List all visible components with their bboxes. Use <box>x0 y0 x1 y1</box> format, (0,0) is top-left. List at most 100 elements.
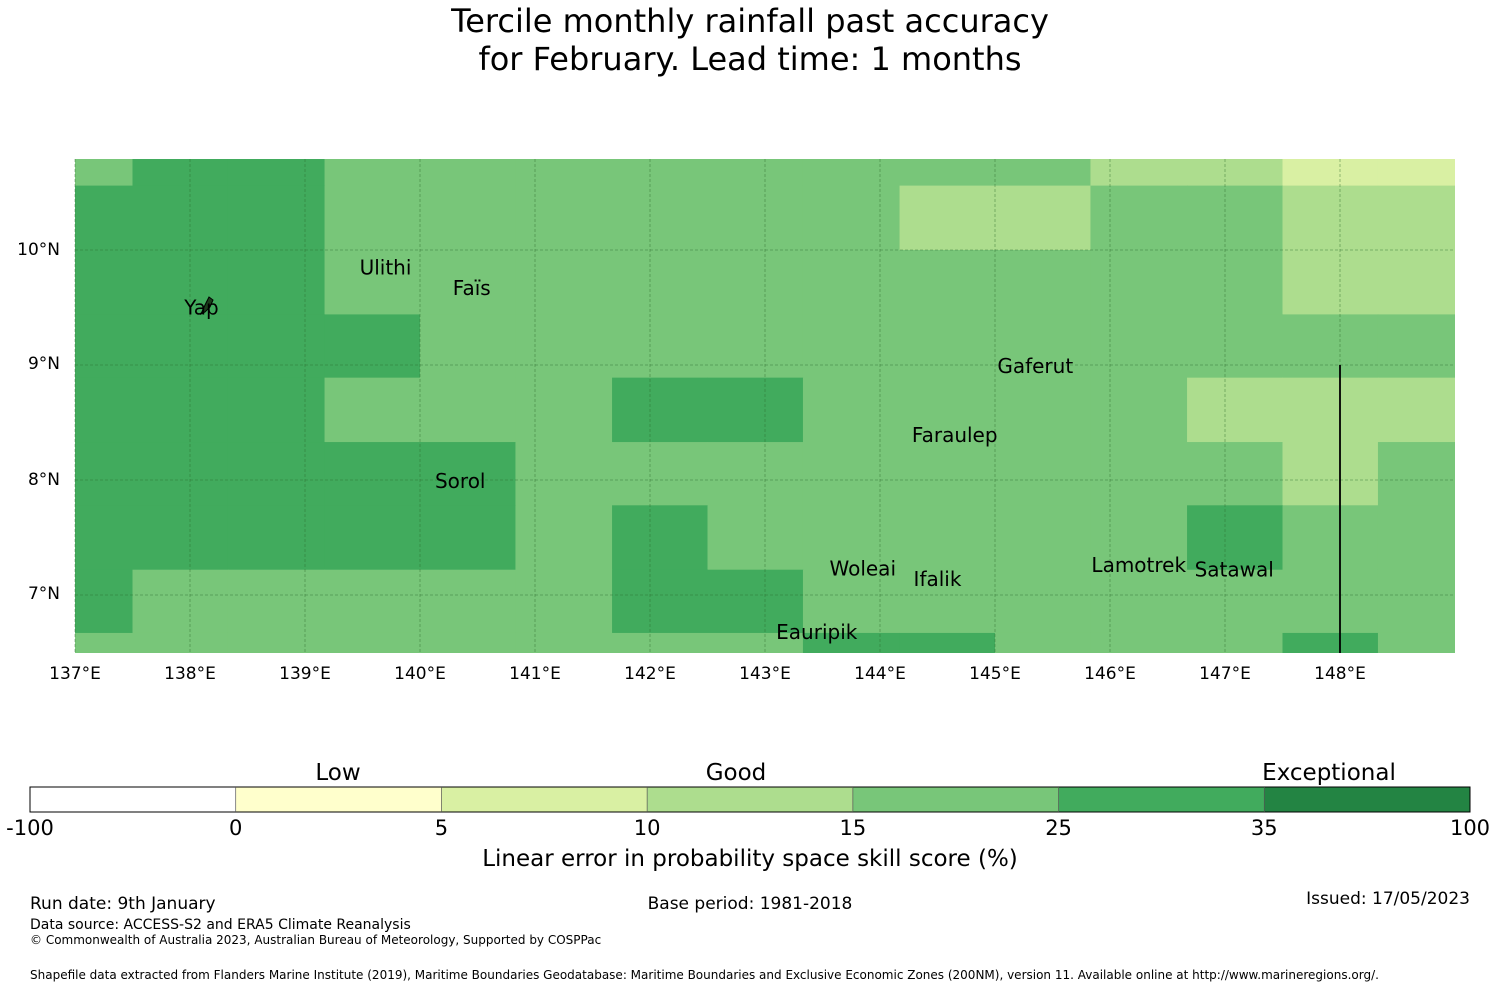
grid-cell <box>1377 505 1455 571</box>
grid-cell <box>1090 185 1188 251</box>
grid-cell <box>802 250 901 315</box>
grid-cell <box>1090 442 1188 506</box>
grid-cell <box>132 250 229 315</box>
map-title-line-1: Tercile monthly rainfall past accuracy <box>451 2 1049 40</box>
lon-label: 138°E <box>164 664 216 684</box>
grid-cell <box>1090 569 1188 634</box>
grid-cell <box>1282 250 1379 315</box>
grid-cell <box>1187 632 1283 653</box>
lon-label: 139°E <box>279 664 331 684</box>
grid-cell <box>132 632 229 653</box>
grid-cell <box>75 569 133 634</box>
grid-cell <box>995 314 1091 379</box>
grid-cell <box>75 185 133 251</box>
grid-cell <box>75 632 133 653</box>
grid-cell <box>75 505 133 571</box>
colorbar-tick-label: 35 <box>1250 816 1278 840</box>
grid-cell <box>899 185 996 251</box>
grid-cell <box>1282 569 1379 634</box>
grid-cell <box>802 314 901 379</box>
run-date: Run date: 9th January <box>30 894 216 914</box>
colorbar-tick-label: -100 <box>6 816 54 840</box>
lat-label: 8°N <box>27 470 60 490</box>
grid-cell <box>995 250 1091 315</box>
grid-cell <box>227 505 326 571</box>
grid-cell <box>420 632 516 653</box>
lon-label: 142°E <box>624 664 676 684</box>
grid-cell <box>612 632 708 653</box>
colorbar-segment <box>30 787 237 812</box>
grid-cell <box>612 185 708 251</box>
grid-cell <box>1090 377 1188 443</box>
grid-cell <box>1090 250 1188 315</box>
grid-cell <box>707 377 804 443</box>
lon-label: 141°E <box>509 664 561 684</box>
grid-cell <box>612 442 708 506</box>
grid-cell <box>515 632 613 653</box>
grid-cell <box>420 159 516 187</box>
grid-cell <box>132 442 229 506</box>
grid-cell <box>1187 185 1283 251</box>
grid-cell <box>802 442 901 506</box>
grid-cell <box>227 632 326 653</box>
grid-cell <box>1090 314 1188 379</box>
grid-cell <box>707 632 804 653</box>
grid-cell <box>899 632 996 653</box>
colorbar-tick-label: 0 <box>229 816 243 840</box>
grid-cell <box>1377 159 1455 187</box>
colorbar-tick-label: 5 <box>434 816 449 840</box>
legend-category-good: Good <box>705 760 767 786</box>
grid-cell <box>75 159 133 187</box>
grid-cell <box>324 159 421 187</box>
grid-cell <box>707 314 804 379</box>
grid-cell <box>132 505 229 571</box>
grid-cell <box>612 569 708 634</box>
grid-cell <box>75 250 133 315</box>
colorbar-segment <box>852 787 1060 812</box>
grid-cell <box>1377 442 1455 506</box>
grid-cell <box>899 159 996 187</box>
place-label-satawal: Satawal <box>1195 558 1274 582</box>
grid-cell <box>707 442 804 506</box>
colorbar-segment <box>441 787 648 812</box>
grid-cell <box>899 569 996 634</box>
grid-cell <box>324 632 421 653</box>
place-label-lamotrek: Lamotrek <box>1091 553 1186 577</box>
grid-cell <box>1282 632 1379 653</box>
lon-label: 147°E <box>1199 664 1251 684</box>
colorbar-tick-label: 100 <box>1449 816 1491 840</box>
colorbar-tick-label: 10 <box>633 816 661 840</box>
lon-label: 146°E <box>1084 664 1136 684</box>
lat-label: 9°N <box>27 354 60 374</box>
legend-category-low: Low <box>315 760 361 786</box>
grid-cell <box>227 159 326 187</box>
grid-cell <box>420 314 516 379</box>
lon-label: 143°E <box>739 664 791 684</box>
place-label-yap: Yap <box>183 296 218 320</box>
grid-cell <box>995 159 1091 187</box>
grid-cell <box>324 505 421 571</box>
grid-cell <box>75 442 133 506</box>
lon-label: 140°E <box>394 664 446 684</box>
colorbar-tick-label: 15 <box>839 816 867 840</box>
copyright: © Commonwealth of Australia 2023, Austra… <box>30 933 602 947</box>
grid-cell <box>1377 314 1455 379</box>
grid-cell <box>995 185 1091 251</box>
grid-cell <box>612 250 708 315</box>
grid-cell <box>995 569 1091 634</box>
lon-label: 137°E <box>49 664 101 684</box>
grid-cell <box>1090 159 1188 187</box>
place-label-gaferut: Gaferut <box>997 354 1073 378</box>
lon-label: 148°E <box>1314 664 1366 684</box>
grid-cell <box>802 377 901 443</box>
grid-cell <box>132 159 229 187</box>
grid-cell <box>1090 632 1188 653</box>
colorbar-segment <box>647 787 854 812</box>
grid-cell <box>995 377 1091 443</box>
grid-cell <box>1377 569 1455 634</box>
grid-cell <box>1377 250 1455 315</box>
grid-cell <box>515 185 613 251</box>
grid-cell <box>995 442 1091 506</box>
grid-cell <box>132 377 229 443</box>
